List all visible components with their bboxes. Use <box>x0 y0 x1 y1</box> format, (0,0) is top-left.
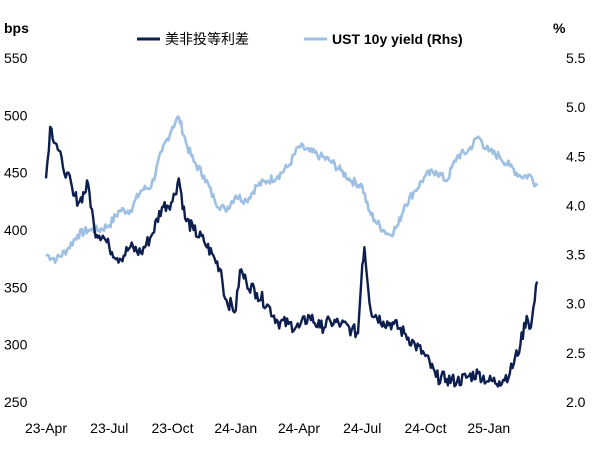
x-tick-label: 24-Oct <box>404 420 446 436</box>
x-tick-label: 23-Apr <box>25 420 67 436</box>
x-axis: 23-Apr 23-Jul 23-Oct 24-Jan 24-Apr 24-Jul 24-O… <box>25 420 510 436</box>
x-tick-label: 23-Oct <box>151 420 193 436</box>
x-tick-label: 25-Jan <box>467 420 510 436</box>
left-tick-label: 450 <box>4 165 28 181</box>
left-tick-label: 350 <box>4 279 28 295</box>
right-tick-label: 3.0 <box>566 296 586 312</box>
series-line-spread <box>44 125 539 388</box>
left-axis-unit: bps <box>4 20 29 36</box>
x-tick-label: 23-Jul <box>90 420 128 436</box>
left-tick-label: 550 <box>4 50 28 66</box>
right-tick-label: 5.5 <box>566 50 586 66</box>
x-tick-label: 24-Jan <box>214 420 257 436</box>
right-axis-unit: % <box>553 20 566 36</box>
left-tick-label: 300 <box>4 337 28 353</box>
right-tick-label: 3.5 <box>566 247 586 263</box>
left-axis: 550 500 450 400 350 300 250 <box>4 50 28 410</box>
plot-area <box>44 115 539 388</box>
legend: 美非投等利差 UST 10y yield (Rhs) <box>137 31 463 48</box>
series-line-ust-yield <box>45 115 539 264</box>
right-axis: 5.5 5.0 4.5 4.0 3.5 3.0 2.5 2.0 <box>566 50 586 410</box>
right-tick-label: 2.0 <box>566 394 586 410</box>
left-tick-label: 400 <box>4 222 28 238</box>
x-tick-label: 24-Jul <box>343 420 381 436</box>
right-tick-label: 4.0 <box>566 197 586 213</box>
right-tick-label: 5.0 <box>566 99 586 115</box>
right-tick-label: 2.5 <box>566 345 586 361</box>
right-tick-label: 4.5 <box>566 148 586 164</box>
legend-label-spread: 美非投等利差 <box>165 31 249 48</box>
left-tick-label: 500 <box>4 107 28 123</box>
legend-label-ust: UST 10y yield (Rhs) <box>332 31 463 47</box>
x-tick-label: 24-Apr <box>278 420 320 436</box>
left-tick-label: 250 <box>4 394 28 410</box>
